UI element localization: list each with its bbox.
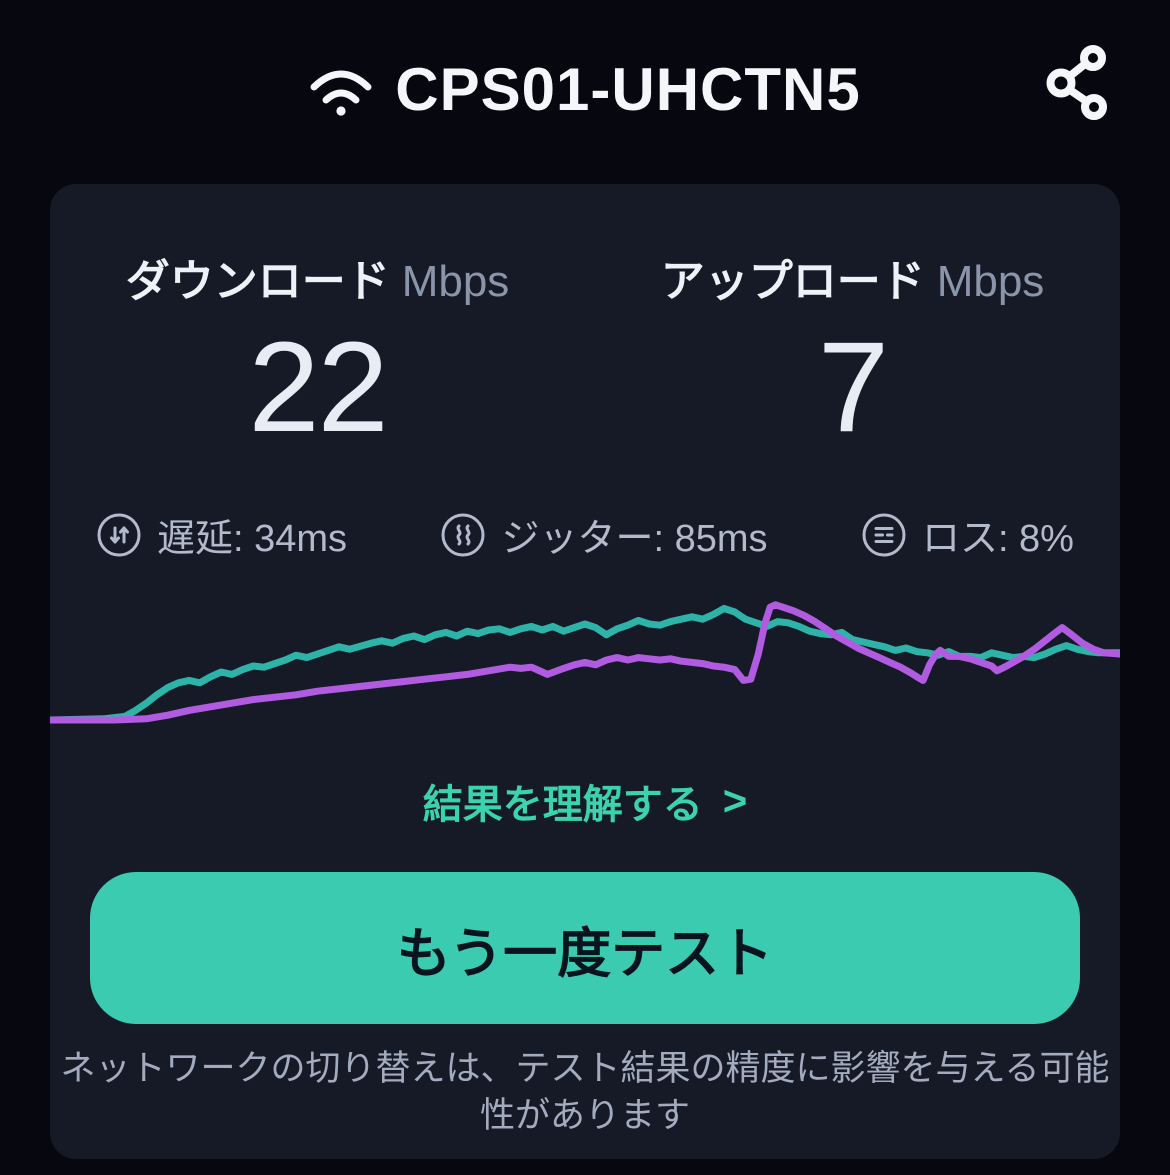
upload-result: アップロード Mbps 7 — [585, 254, 1120, 457]
jitter-text: ジッター: 85ms — [501, 518, 768, 561]
retest-button-label: もう一度テスト — [396, 923, 774, 984]
latency-stat: 遅延: 34ms — [96, 507, 347, 562]
header: CPS01-UHCTN5 — [0, 0, 1170, 178]
wifi-icon — [310, 70, 372, 116]
download-label: ダウンロード — [125, 257, 390, 306]
loss-icon — [862, 513, 906, 557]
speed-chart — [50, 601, 1120, 724]
ssid-title: CPS01-UHCTN5 — [395, 55, 861, 123]
download-value: 22 — [248, 316, 388, 459]
latency-text: 遅延: 34ms — [157, 518, 348, 561]
share-button[interactable] — [1042, 44, 1112, 122]
retest-button[interactable]: もう一度テスト — [90, 872, 1080, 1025]
chevron-right-icon: > — [722, 777, 748, 825]
loss-stat: ロス: 8% — [861, 507, 1074, 562]
speedtest-result-card: ダウンロード Mbps 22 アップロード Mbps 7 遅延: 34ms — [50, 184, 1120, 1159]
speed-chart-container — [50, 588, 1120, 738]
download-unit: Mbps — [401, 257, 510, 306]
loss-text: ロス: 8% — [921, 518, 1074, 561]
jitter-stat: ジッター: 85ms — [440, 507, 768, 562]
latency-icon — [97, 513, 141, 557]
upload-unit: Mbps — [936, 257, 1045, 306]
share-nodes-icon — [1046, 45, 1107, 120]
jitter-icon — [441, 513, 485, 557]
download-result: ダウンロード Mbps 22 — [50, 254, 585, 457]
accuracy-disclaimer: ネットワークの切り替えは、テスト結果の精度に影響を与える可能性があります — [60, 1049, 1110, 1135]
results-row: ダウンロード Mbps 22 アップロード Mbps 7 — [50, 254, 1120, 457]
understand-results-link[interactable]: 結果を理解する > — [423, 772, 748, 830]
understand-results-label: 結果を理解する — [422, 783, 703, 828]
upload-label: アップロード — [660, 257, 925, 306]
stats-row: 遅延: 34ms ジッター: 85ms ロス: 8% — [50, 507, 1120, 562]
upload-value: 7 — [817, 316, 889, 459]
network-title-group: CPS01-UHCTN5 — [309, 55, 860, 124]
